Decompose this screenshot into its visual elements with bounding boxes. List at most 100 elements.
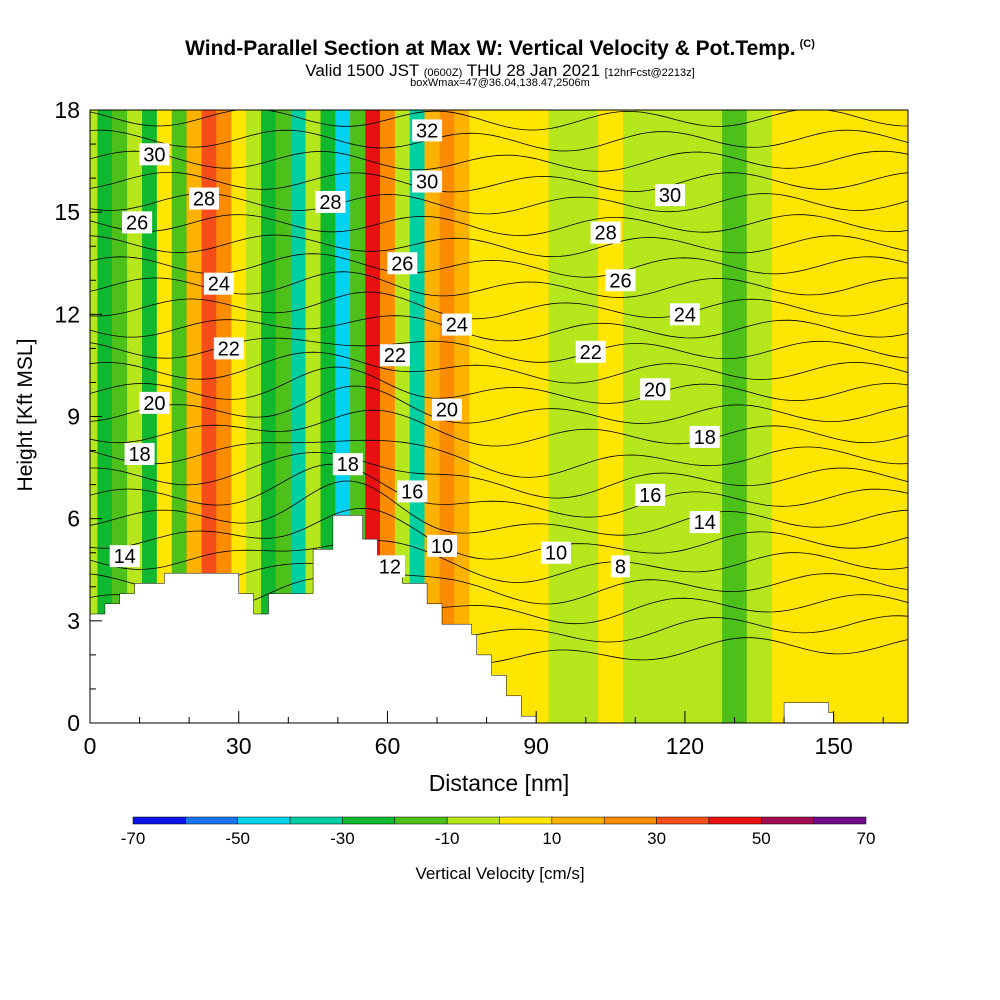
colorbar-swatch <box>656 816 710 825</box>
y-tick-label: 6 <box>67 506 80 532</box>
y-tick-label: 12 <box>54 301 80 327</box>
theta-contour <box>90 463 908 518</box>
y-axis-label: Height [Kft MSL] <box>14 339 37 492</box>
x-axis-label: Distance [nm] <box>429 770 570 796</box>
colorbar-tick-label: 50 <box>752 829 771 848</box>
velocity-band <box>142 110 157 723</box>
velocity-band <box>216 110 232 723</box>
theta-contour <box>90 409 908 447</box>
velocity-band <box>672 110 698 723</box>
contour-label: 28 <box>319 192 341 214</box>
theta-contour <box>90 129 908 152</box>
velocity-band <box>275 110 291 723</box>
x-tick-label: 0 <box>84 733 97 759</box>
velocity-band <box>528 110 549 723</box>
colorbar: -70 -50 -30 -10 10 30 50 70 <box>121 816 876 848</box>
x-tick-label: 60 <box>375 733 401 759</box>
contour-label: 30 <box>416 172 438 194</box>
contour-label: 26 <box>126 212 148 234</box>
contour-label: 18 <box>128 444 150 466</box>
colorbar-label: Vertical Velocity [cm/s] <box>415 864 585 883</box>
contour-label-box <box>189 187 220 210</box>
colorbar-swatch <box>708 816 762 825</box>
copyright-mark: (C) <box>799 38 815 50</box>
contour-label: 30 <box>659 185 681 207</box>
contour-label: 20 <box>143 393 165 415</box>
contour-label: 10 <box>431 536 453 558</box>
contour-label-box <box>397 480 428 503</box>
x-tick-label: 30 <box>226 733 252 759</box>
theta-contour <box>90 507 908 560</box>
colorbar-swatch <box>185 816 238 825</box>
contour-label-box <box>213 337 244 360</box>
contour-label-box <box>590 221 621 244</box>
velocity-band <box>469 110 485 723</box>
chart-title: Wind-Parallel Section at Max W: Vertical… <box>0 37 1000 61</box>
contour-label-box <box>315 190 346 213</box>
theta-contours <box>90 46 908 664</box>
velocity-band <box>722 110 747 723</box>
contour-label-box <box>124 442 155 465</box>
x-tick-label: 120 <box>666 733 704 759</box>
contour-label-box <box>412 170 443 193</box>
y-tick-label: 0 <box>67 710 80 736</box>
axes: 0 30 60 90 120 150 0 3 6 9 12 15 18 <box>54 97 884 759</box>
theta-contour <box>90 150 908 172</box>
colorbar-swatch <box>237 816 291 825</box>
contour-label: 10 <box>545 543 567 565</box>
contour-label: 20 <box>644 379 666 401</box>
valid-utc: (0600Z) <box>423 67 463 79</box>
theta-contour <box>90 366 908 404</box>
theta-contour <box>90 46 908 66</box>
contour-label-box <box>379 344 410 367</box>
velocity-band <box>598 110 623 723</box>
contour-label: 22 <box>384 345 406 367</box>
contour-label-box <box>139 143 170 166</box>
colorbar-swatch <box>394 816 448 825</box>
velocity-band <box>573 110 599 723</box>
colorbar-tick-label: 30 <box>647 829 666 848</box>
velocity-band <box>171 110 187 723</box>
colorbar-tick-label: 10 <box>542 829 561 848</box>
y-tick-label: 9 <box>67 404 80 430</box>
colorbar-swatch <box>132 816 186 825</box>
contour-label-box <box>431 398 462 421</box>
valid-time: Valid 1500 JST (0600Z) THU 28 Jan 2021 [… <box>0 61 1000 81</box>
contour-label-box <box>441 313 472 336</box>
velocity-band <box>622 110 648 723</box>
valid-date: THU 28 Jan 2021 <box>466 61 600 80</box>
theta-contour <box>90 214 908 237</box>
box-info: boxWmax=47@36.04,138.47,2506m <box>410 77 590 89</box>
contour-label-box <box>387 252 418 275</box>
contour-label: 24 <box>674 304 696 326</box>
velocity-band <box>201 110 217 723</box>
colorbar-tick-label: 70 <box>857 829 876 848</box>
velocity-band <box>771 110 797 723</box>
terrain-left <box>90 515 537 723</box>
theta-contour <box>90 385 908 425</box>
colorbar-swatch <box>761 816 814 825</box>
colorbar-swatch <box>813 816 867 825</box>
velocity-band <box>186 110 202 723</box>
colorbar-tick-label: -30 <box>330 829 355 848</box>
velocity-band <box>513 110 529 723</box>
contour-label: 24 <box>208 274 230 296</box>
theta-contour-labels: 30 28 26 24 22 20 18 14 28 32 30 26 24 22 20 18 16 10 12 30… <box>109 119 720 578</box>
contour-label: 14 <box>114 546 136 568</box>
x-tick-label: 90 <box>523 733 549 759</box>
chart-title-text: Wind-Parallel Section at Max W: Vertical… <box>185 37 796 60</box>
colorbar-tick-label: -50 <box>225 829 250 848</box>
contour-label-box <box>575 340 606 363</box>
theta-contour <box>90 88 908 109</box>
theta-contour <box>90 439 908 478</box>
contour-label: 28 <box>594 223 616 245</box>
contour-label: 14 <box>694 512 716 534</box>
terrain <box>90 515 834 723</box>
colorbar-swatch <box>603 816 657 825</box>
contour-label-box <box>203 272 234 295</box>
x-tick-label: 150 <box>814 733 852 759</box>
contour-label: 28 <box>193 189 215 211</box>
y-tick-label: 3 <box>67 608 80 634</box>
velocity-band <box>97 110 113 723</box>
